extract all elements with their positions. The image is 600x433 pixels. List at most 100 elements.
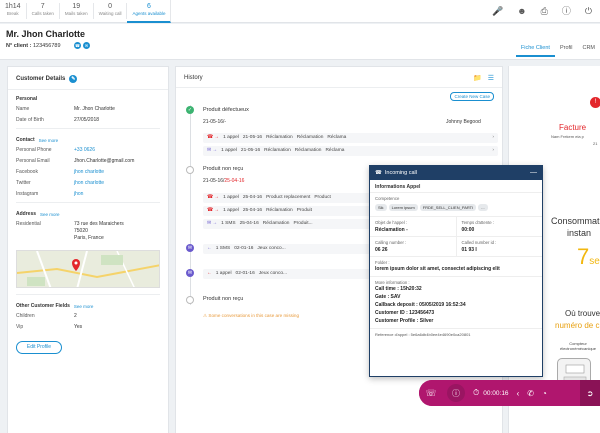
- instagram-link[interactable]: jhon: [74, 191, 84, 197]
- pending-icon: [186, 166, 194, 174]
- field-value: 27/05/2018: [74, 117, 100, 123]
- sms-bullet-icon: ✉: [186, 244, 194, 252]
- stat-break[interactable]: 1h14 Break: [0, 3, 27, 19]
- history-row[interactable]: ☎ → 1 appel 21-05-16 Réclamation Réclama…: [203, 133, 498, 143]
- mail-bullet-icon: ✉: [186, 269, 194, 277]
- printer-icon[interactable]: ⎙: [540, 6, 548, 16]
- edit-icon[interactable]: ✎: [69, 75, 78, 83]
- help-icon[interactable]: ⓘ: [561, 6, 571, 16]
- timeline-line: [190, 105, 191, 305]
- case-title[interactable]: Produit non reçu: [203, 166, 244, 172]
- facebook-link[interactable]: jhon charlotte: [74, 169, 105, 175]
- create-new-case-button[interactable]: Create New Case: [450, 92, 494, 101]
- see-more-link[interactable]: See more: [38, 137, 59, 143]
- field-label: Vip: [16, 324, 24, 330]
- see-more-link[interactable]: See more: [40, 211, 60, 217]
- phone-icon: ☎ →: [207, 208, 220, 213]
- more-info-line: Call time : 15h20:32: [375, 286, 422, 292]
- row-type: 1 SMS: [215, 246, 231, 251]
- folder-icon[interactable]: 📁: [473, 75, 482, 82]
- divider: [16, 202, 160, 203]
- case-title[interactable]: Produit défectueux: [203, 107, 249, 113]
- consommation-unit: se: [589, 256, 600, 267]
- field-vip: Vip Yes: [8, 322, 168, 333]
- phone-link[interactable]: +33 0626: [74, 147, 95, 153]
- field-residential: Residential 73 rue des Maraichers 75020 …: [8, 219, 168, 244]
- competence-chip[interactable]: ...: [478, 204, 488, 211]
- email-value[interactable]: Jhon.Charlotte@gmail.com: [74, 158, 135, 164]
- popup-title: Incoming call: [384, 170, 417, 176]
- field-value: Mr. Jhon Charlotte: [74, 106, 115, 112]
- edit-profile-button[interactable]: Edit Profile: [16, 341, 62, 354]
- row-date: 21-05-16: [240, 148, 261, 153]
- stat-label: Mails taken: [64, 11, 88, 16]
- row-date: 02-01-16: [235, 271, 255, 276]
- history-row[interactable]: ← 1 appel 02-01-16 Jeux conco...: [203, 269, 498, 279]
- stat-label: Waiting call: [98, 11, 122, 16]
- row-col: Jeux conco...: [258, 271, 288, 276]
- divider: [16, 128, 160, 129]
- stat-value: 1h14: [5, 3, 21, 10]
- competence-chip: FRDE_SELL_CLIEN_PARTI: [419, 204, 477, 211]
- hangup-icon[interactable]: ➲: [580, 380, 600, 406]
- stat-label: Break: [6, 11, 19, 16]
- row-type: 1 appel: [223, 208, 239, 213]
- back-icon[interactable]: ‹: [516, 388, 520, 398]
- objet-cell: Objet de l'appel : Réclamation -: [370, 217, 457, 236]
- history-row[interactable]: ✉ → 1 appel 21-05-16 Réclamation Réclama…: [203, 146, 498, 156]
- case-title[interactable]: Produit non reçu: [203, 296, 244, 302]
- history-row[interactable]: ☎ → 1 appel 25-04-16 Product replacement…: [203, 193, 498, 203]
- row-col: Product: [314, 195, 331, 200]
- field-label: Twitter: [16, 180, 31, 186]
- history-title: History: [176, 67, 502, 88]
- call-status-icon[interactable]: ☏: [419, 380, 443, 406]
- client-tabs: Fiche Client Profil CRM: [515, 43, 600, 57]
- tab-fiche-client[interactable]: Fiche Client: [515, 43, 555, 57]
- attente-cell: Temps d'attente : 00:00: [457, 217, 543, 236]
- more-info-line: Customer Profile : Silver: [375, 318, 434, 324]
- client-number-value: 123456789: [32, 43, 61, 49]
- call-timer: 00:00:16: [483, 389, 509, 397]
- see-more-link[interactable]: See more: [73, 303, 94, 309]
- calling-label: Calling number :: [375, 240, 407, 245]
- section-address: Address See more: [8, 205, 168, 219]
- case-agent: Johnny Begood: [446, 119, 481, 125]
- stat-label: Calls taken: [31, 11, 54, 16]
- stat-mails-taken[interactable]: 19 Mails taken: [60, 3, 94, 19]
- client-header: Mr. Jhon Charlotte N° client : 123456789…: [0, 24, 600, 60]
- hold-icon[interactable]: ◔: [541, 388, 547, 398]
- tab-crm[interactable]: CRM: [582, 45, 595, 51]
- transfer-call-icon[interactable]: ✆: [527, 388, 534, 398]
- sms-channel-icon[interactable]: ✉: [83, 42, 90, 49]
- phone-icon: ☎ →: [207, 195, 220, 200]
- competence-chips: Sik Lorem ipsum FRDE_SELL_CLIEN_PARTI ..…: [370, 202, 542, 213]
- field-label: Residential: [16, 221, 41, 227]
- stat-agents-available[interactable]: 6 Agents available: [127, 0, 172, 23]
- user-icon[interactable]: ☻: [517, 6, 527, 16]
- phone-channel-icon[interactable]: ☎: [74, 42, 81, 49]
- history-row[interactable]: ☎ → 1 appel 25-04-16 Réclamation Produit: [203, 206, 498, 216]
- row-type: 1 appel: [221, 148, 237, 153]
- folder-value: lorem ipsum dolor sit amet, consectet ad…: [375, 266, 500, 272]
- history-row[interactable]: ← 1 SMS 02-01-16 Jeux conco...: [203, 244, 498, 254]
- address-map[interactable]: [16, 250, 160, 288]
- panel-title: Customer Details: [16, 76, 66, 82]
- microphone-icon[interactable]: 🎤: [491, 6, 504, 16]
- stat-calls-taken[interactable]: 7 Calls taken: [27, 3, 60, 19]
- compteur-label: Compteur électronémécanique: [559, 341, 597, 351]
- field-name: Name Mr. Jhon Charlotte: [8, 104, 168, 115]
- info-icon[interactable]: ⓘ: [447, 384, 465, 402]
- list-icon[interactable]: ☰: [487, 75, 494, 82]
- stat-waiting-call[interactable]: 0 Waiting call: [94, 3, 128, 19]
- field-email: Personal Email Jhon.Charlotte@gmail.com: [8, 156, 168, 167]
- stat-value: 6: [147, 2, 151, 10]
- tab-profil[interactable]: Profil: [559, 45, 573, 51]
- power-icon[interactable]: ⏻: [584, 6, 592, 16]
- row-date: 25-04-16: [239, 221, 259, 226]
- field-label: Facebook: [16, 169, 38, 175]
- client-name: Mr. Jhon Charlotte: [6, 29, 86, 39]
- twitter-link[interactable]: jhon charlotte: [74, 180, 105, 186]
- history-row[interactable]: ✉ → 1 SMS 25-04-16 Réclamation Produit..…: [203, 219, 498, 229]
- field-label: Personal Phone: [16, 147, 52, 153]
- minimize-icon[interactable]: —: [530, 169, 537, 176]
